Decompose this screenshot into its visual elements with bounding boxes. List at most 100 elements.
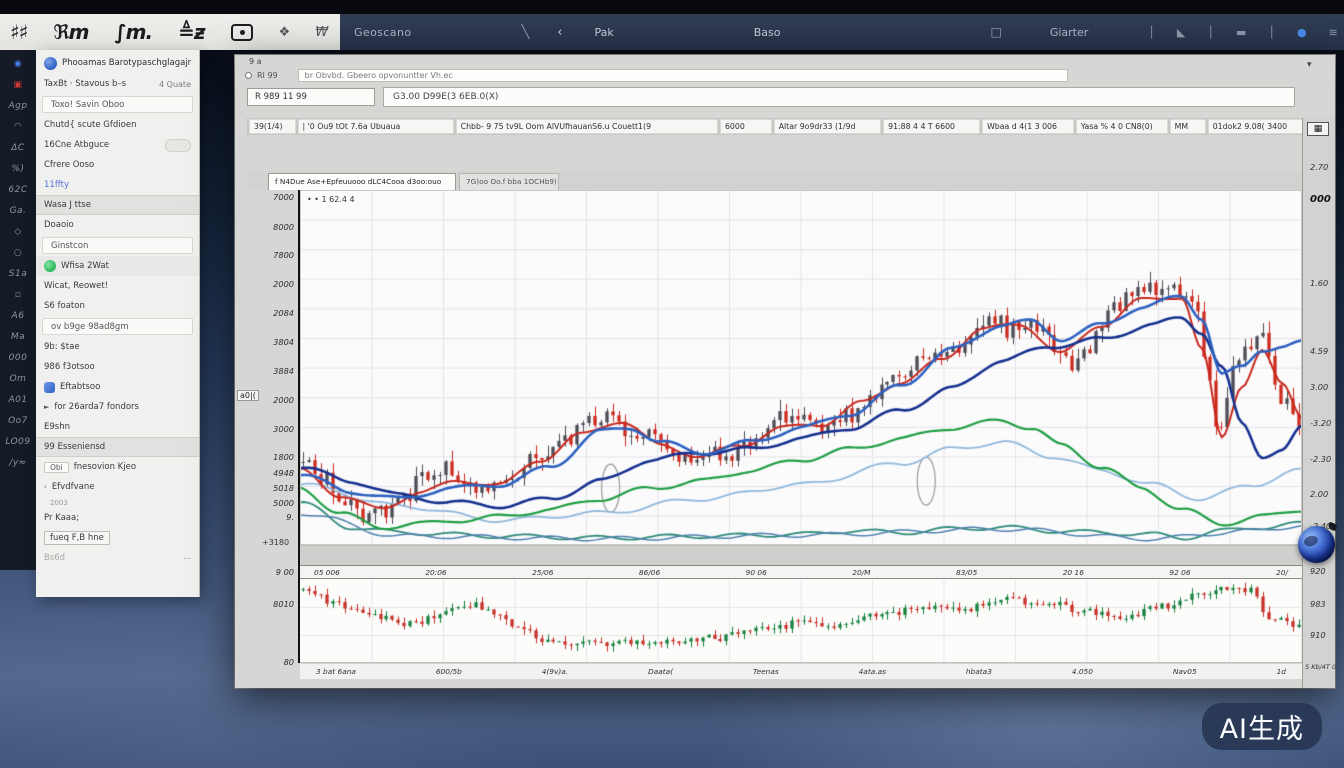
axis-tick: 20/ [1276, 567, 1288, 577]
dock-glyph[interactable]: ○ [13, 248, 23, 258]
sidebar-item[interactable]: 9b: $tae [36, 337, 199, 357]
axis-tick: -2.30 [1310, 454, 1332, 464]
sidebar-item[interactable]: Chutd{ scute Gfdioen [36, 115, 199, 135]
dock-glyph[interactable]: ◇ [14, 227, 22, 237]
sidebar-item[interactable]: Ginstcon [42, 237, 193, 254]
dock-glyph[interactable]: 62C [8, 185, 28, 195]
chart-tab-active[interactable]: f N4Due Ase+Epfeuuooo dLC4Cooa d3oo:ouo [268, 173, 456, 190]
dock-glyph[interactable]: A6 [11, 311, 25, 321]
minimize-icon[interactable]: ▬ [1236, 25, 1247, 39]
axis-tick: 5018 [273, 483, 294, 493]
chart-window: 9 a RI 99 br Obvbd. Gbeero opvonuntter V… [235, 55, 1336, 688]
seal-icon[interactable]: ≜ƶ [178, 20, 205, 44]
dock-glyph[interactable]: Om [9, 374, 27, 384]
sidebar-item[interactable]: Phooamas Barotypaschglagajna [36, 52, 199, 74]
dock-glyph[interactable]: Agp [8, 101, 28, 111]
symbol-button[interactable]: R 989 11 99 [247, 88, 375, 106]
axis-tick: 4.59 [1310, 346, 1329, 356]
sidebar-item[interactable]: Eftabtsoo [36, 377, 199, 397]
sidebar-item[interactable]: 16Cne Atbguce [36, 135, 199, 155]
divider-bar[interactable]: │ [1207, 25, 1214, 39]
axis-tick: 2000 [273, 395, 294, 405]
radio-button[interactable] [245, 72, 252, 79]
sidebar-item[interactable]: fueq F,B hne [36, 528, 199, 548]
chart-icon[interactable]: ∫m. [114, 20, 153, 44]
taskbar-tray: │ ◣ │ ▬ │ ● ≋ [1148, 26, 1338, 39]
sidebar-item[interactable]: TaxBt · Stavous b–s 4 Quate [36, 74, 199, 94]
dock-glyph[interactable]: A01 [8, 395, 28, 405]
chart-tab-inactive[interactable]: 7G)oo Oo.f bba 1OCHb9) [459, 173, 559, 190]
taskbar-item-pak[interactable]: Pak [594, 25, 614, 39]
dock-glyph[interactable]: ΔC [11, 143, 25, 153]
dock-glyph[interactable]: LO09 [5, 437, 31, 447]
dock-glyph[interactable]: %) [11, 164, 25, 174]
sidebar-item[interactable]: Toxo! Savin Oboo [42, 96, 193, 113]
main-price-canvas[interactable] [300, 190, 1302, 545]
dock-glyph[interactable]: Ma [10, 332, 26, 342]
dock-glyph[interactable]: S1a [8, 269, 28, 279]
sidebar-item[interactable]: ov b9ge 98ad8gm [42, 318, 193, 335]
sidebar-item-label: Wfisa 2Wat [61, 261, 109, 271]
axis-tick: 4(9v)a. [541, 667, 569, 676]
symbol-input[interactable]: G3.00 D99E(3 6EB.0(X) [383, 87, 1295, 107]
sidebar-item[interactable]: › Efvdfvane [36, 477, 199, 497]
window-icon[interactable]: □ [990, 25, 1002, 39]
dock-glyph[interactable]: /y≈ [9, 458, 27, 468]
axis-tick: 4ata.as [858, 667, 886, 676]
dock-glyph[interactable]: Oo7 [8, 416, 28, 426]
sidebar-item-label: E9shn [44, 422, 70, 432]
sidebar-item[interactable]: Wicat, Reowet! [36, 276, 199, 296]
chart-tab-bar: f N4Due Ase+Epfeuuooo dLC4Cooa d3oo:ouo … [248, 171, 1305, 190]
divider-bar[interactable]: │ [1148, 25, 1155, 39]
axis-tick: 2.70 [1310, 162, 1329, 172]
script-icon[interactable]: ℜm [53, 20, 89, 44]
dock-glyph[interactable]: 000 [8, 353, 28, 363]
taskbar: ♯♯ ℜm ∫m. ≜ƶ ❖ ₩ Geoscano ╲ ‹ Pak Baso □ Giar… [0, 14, 1344, 50]
sidebar-item[interactable]: S6 foaton [36, 296, 199, 316]
dock-glyph[interactable]: ▫ [14, 290, 22, 300]
globe-icon[interactable] [1298, 526, 1335, 563]
axis-tick: 3.00 [1310, 382, 1329, 392]
sidebar-item[interactable]: Bs6d ⋯ [36, 548, 199, 568]
sidebar-item[interactable]: Cfrere Ooso [36, 155, 199, 175]
divider-bar[interactable]: │ [1268, 25, 1276, 39]
app-red-icon[interactable]: ▣ [13, 80, 23, 90]
dropdown-caret-icon[interactable]: ▾ [1307, 60, 1312, 70]
play-icon[interactable]: ◣ [1176, 25, 1186, 39]
sidebar-item[interactable]: Wfisa 2Wat [36, 256, 199, 276]
dock-glyph[interactable]: ◠ [14, 122, 22, 132]
quote-info-segment: 91:88 4 4 T 6600 [883, 119, 981, 134]
taskbar-search-label[interactable]: Geoscano [354, 25, 412, 39]
sidebar-item[interactable]: 99 Esseniensd [36, 437, 199, 457]
axis-tick: 83/05 [955, 567, 978, 577]
address-input[interactable]: br Obvbd. Gbeero opvonuntter Vh.ec [297, 69, 1068, 82]
pane-separator[interactable] [300, 545, 1302, 565]
taskbar-item-settings[interactable]: Giarter [1049, 25, 1089, 39]
notification-dot-icon[interactable]: ● [1297, 25, 1307, 39]
lower-pane-canvas[interactable] [300, 579, 1302, 663]
sidebar-item[interactable]: E9shn [36, 417, 199, 437]
sidebar-item[interactable]: 11ffty [36, 175, 199, 195]
axis-tick: 90 06 [745, 567, 767, 577]
sidebar-item[interactable]: 986 f3otsoo [36, 357, 199, 377]
taskbar-item-baso[interactable]: Baso [753, 25, 781, 39]
sidebar-item[interactable]: Pr Kaaa; [36, 508, 199, 528]
scale-mode-icon[interactable]: ▦ [1307, 122, 1329, 136]
axis-tick: 20:06 [425, 567, 447, 577]
axis-tick: 92 06 [1169, 567, 1191, 577]
right-price-scale[interactable]: 2.700001.604.593.00-3.20-2.302.00-2.4092… [1302, 118, 1336, 688]
sidebar-item[interactable]: Obi fnesovion Kjeo [36, 457, 199, 477]
grid-icon[interactable]: ♯♯ [10, 20, 28, 44]
camera-icon[interactable] [230, 23, 253, 41]
sidebar-item[interactable]: Doaoio [36, 215, 199, 235]
chevron-left-icon[interactable]: ‹ [557, 24, 563, 40]
swoosh-icon[interactable]: ≋ [1328, 25, 1338, 39]
sidebar-item[interactable]: ► for 26arda7 fondors [36, 397, 199, 417]
dock-glyph[interactable]: Ga. [9, 206, 27, 216]
sparkle-icon[interactable]: ❖ [278, 24, 291, 40]
sidebar-item-label: Doaoio [44, 220, 74, 230]
currency-icon[interactable]: ₩ [315, 24, 328, 40]
sidebar-item[interactable]: Wasa J ttse [36, 195, 199, 215]
app-swirl-icon[interactable]: ◉ [13, 59, 23, 69]
sidebar-item[interactable]: 2003 [36, 497, 199, 508]
